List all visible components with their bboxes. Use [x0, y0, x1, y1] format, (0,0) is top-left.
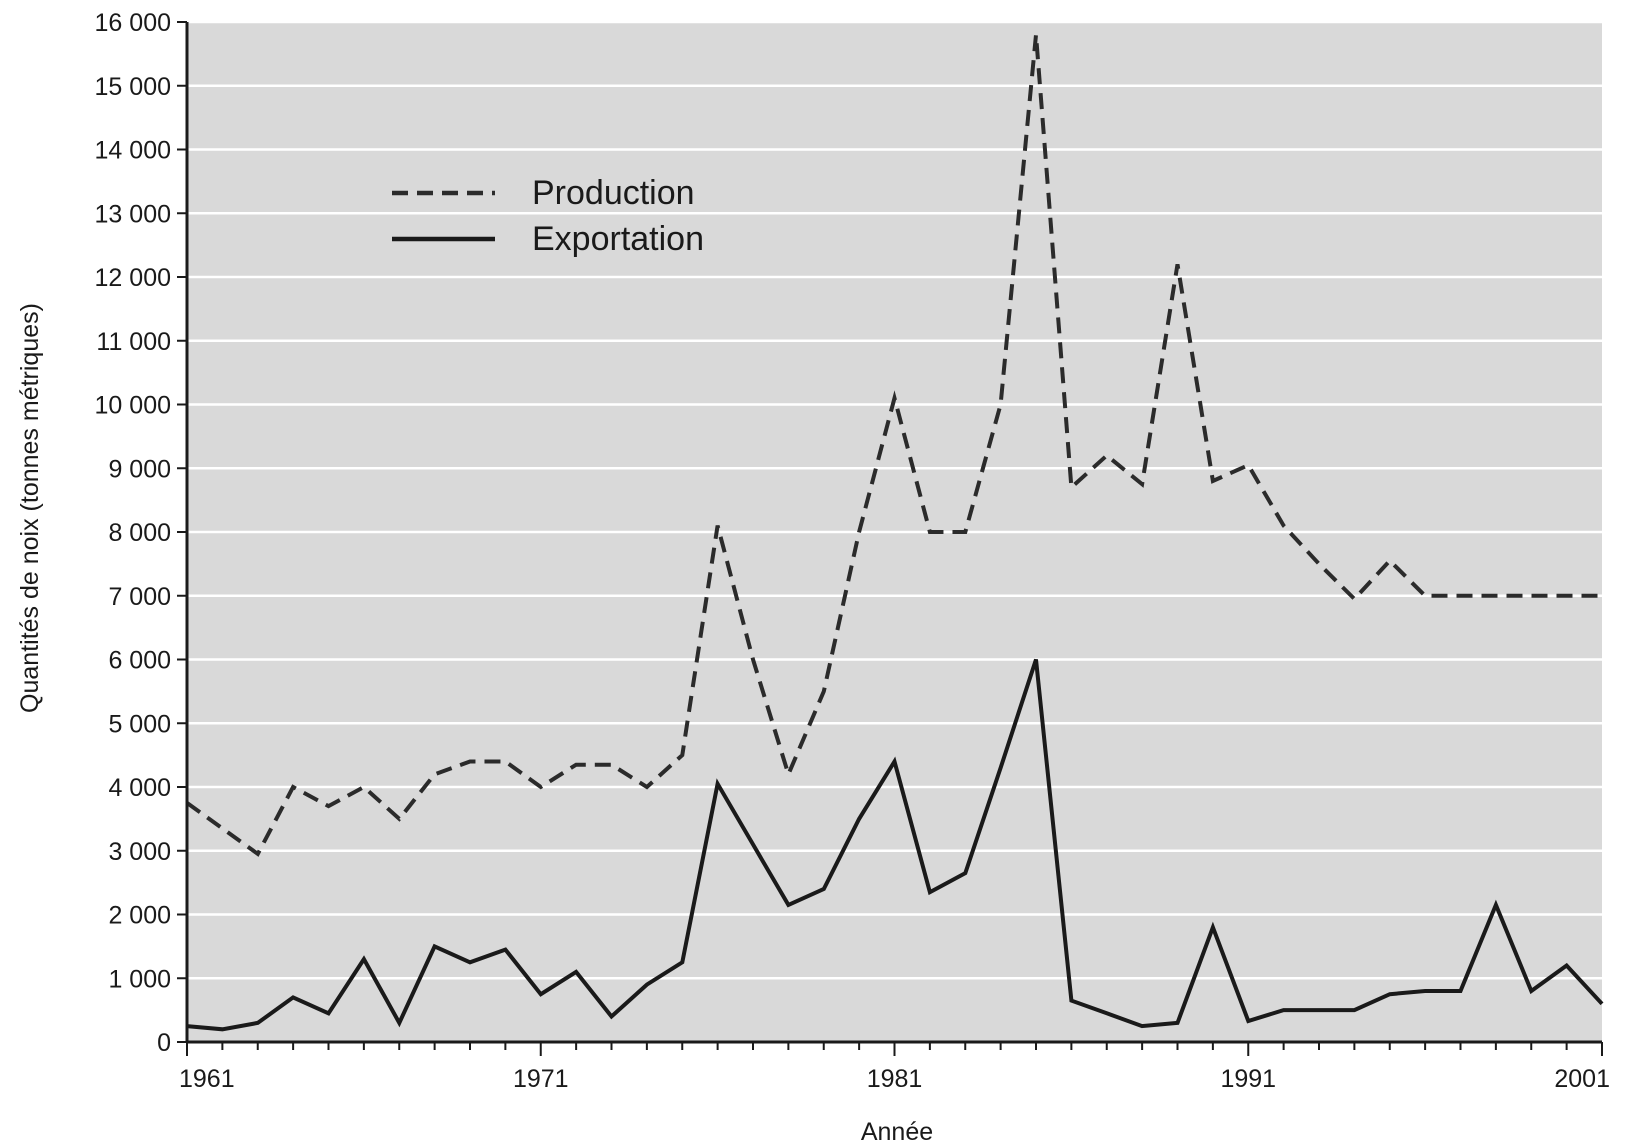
series-layer — [185, 34, 1604, 1032]
legend-label-exportation: Exportation — [532, 220, 704, 258]
y-tick-label: 10 000 — [95, 392, 171, 420]
y-tick-label: 0 — [157, 1029, 171, 1057]
y-tick-label: 7 000 — [108, 583, 171, 611]
legend: Production Exportation — [392, 174, 704, 258]
y-tick-label: 11 000 — [96, 328, 171, 356]
x-tick-label: 1961 — [179, 1065, 235, 1093]
y-tick-label: 12 000 — [95, 264, 171, 292]
y-tick-label: 4 000 — [108, 774, 171, 802]
y-tick-label: 2 000 — [108, 902, 171, 930]
legend-label-production: Production — [532, 174, 695, 212]
x-tick-label: 2001 — [1554, 1065, 1610, 1093]
y-tick-label: 8 000 — [108, 519, 171, 547]
y-tick-label: 16 000 — [95, 9, 171, 37]
ticks: 0 1 000 2 000 3 000 4 000 5 000 6 000 7 000 8 00… — [95, 9, 1610, 1093]
x-axis-title: Année — [861, 1118, 933, 1146]
y-tick-label: 6 000 — [108, 647, 171, 675]
y-tick-label: 1 000 — [108, 965, 171, 993]
x-tick-label: 1991 — [1220, 1065, 1276, 1093]
y-axis-title: Quantités de noix (tonnes métriques) — [16, 303, 44, 713]
y-tick-label: 9 000 — [108, 455, 171, 483]
series-line-exportation — [186, 658, 1604, 1032]
y-tick-label: 14 000 — [95, 137, 171, 165]
series-line-production — [185, 34, 1602, 857]
x-tick-label: 1971 — [513, 1065, 569, 1093]
y-tick-label: 13 000 — [95, 200, 171, 228]
y-tick-label: 5 000 — [108, 710, 171, 738]
y-tick-label: 3 000 — [108, 838, 171, 866]
x-tick-label: 1981 — [867, 1065, 923, 1093]
y-tick-label: 15 000 — [95, 73, 171, 101]
